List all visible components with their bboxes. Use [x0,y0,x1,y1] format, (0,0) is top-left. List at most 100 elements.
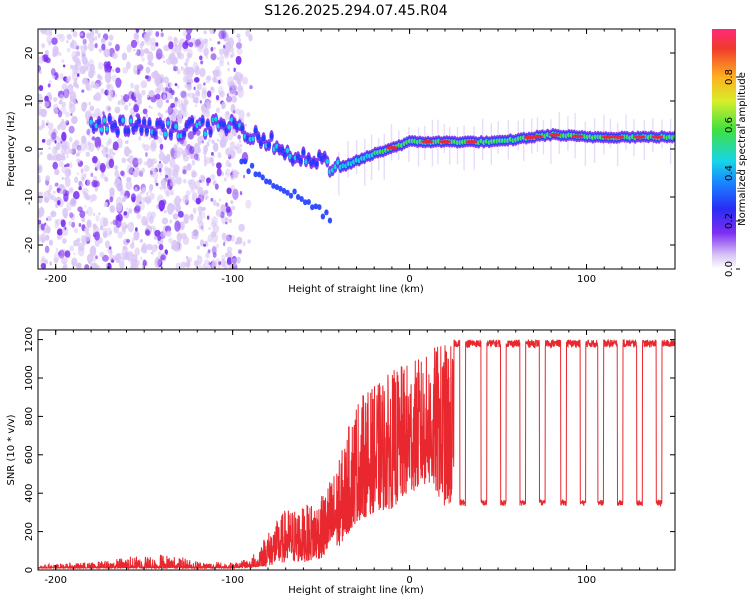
heatmap-cell [47,122,54,130]
heatmap-cell [325,158,330,165]
heatmap-cell [216,202,220,207]
heatmap-cell [65,163,70,168]
heatmap-cell [155,31,160,38]
heatmap-cell [89,119,93,125]
heatmap-cell [238,139,242,144]
heatmap-cell [38,164,43,173]
heatmap-cell [129,243,135,249]
heatmap-cell [65,119,68,124]
heatmap-cell [216,138,220,142]
heatmap-cell [56,228,63,236]
heatmap-cell [88,142,95,153]
heatmap-cell [197,194,205,203]
heatmap-cell [59,94,65,101]
heatmap-cell [117,100,121,105]
heatmap-cell [64,111,71,118]
heatmap-cell [113,165,119,171]
heatmap-cell [176,84,180,89]
heatmap-cell [126,128,131,135]
heatmap-cell [41,119,46,126]
heatmap-cell [225,172,228,175]
heatmap-cell [211,162,215,167]
heatmap-cell [170,189,174,196]
heatmap-cell [45,223,49,230]
heatmap-cell [115,128,120,135]
heatmap-cell [43,197,50,203]
heatmap-cell [134,205,141,212]
heatmap-cell [69,197,77,207]
heatmap-cell [121,117,125,123]
heatmap-cell [112,255,117,262]
heatmap-cell [220,142,226,149]
heatmap-cell [465,140,478,144]
heatmap-cell [41,138,46,143]
heatmap-cell [66,40,69,44]
heatmap-cell [203,47,209,57]
heatmap-cell [89,30,95,37]
heatmap-cell [76,158,81,164]
heatmap-cell [208,138,211,143]
x-tick-label: -100 [221,575,244,586]
heatmap-cell [149,184,154,191]
heatmap-cell [98,212,101,216]
heatmap-cell [171,56,179,65]
heatmap-cell [100,81,103,85]
heatmap-cell [158,163,162,168]
heatmap-cell [109,196,114,203]
heatmap-cell [95,214,100,222]
heatmap-cell [161,217,169,225]
heatmap-cell [61,104,64,107]
heatmap-cell [134,247,140,256]
heatmap-cell [306,198,311,205]
heatmap-cell [136,167,140,173]
heatmap-cell [177,210,184,218]
heatmap-cell [149,170,153,175]
heatmap-cell [215,209,222,217]
heatmap-cell [55,247,59,252]
heatmap-cell [63,88,70,99]
colorbar-tick-label: 0.0 [724,261,735,277]
heatmap-cell [211,260,217,269]
heatmap-cell [93,212,96,217]
heatmap-cell [92,156,98,164]
heatmap-cell [54,168,60,176]
heatmap-cell [239,144,243,147]
heatmap-cell [246,168,251,175]
heatmap-cell [97,118,102,125]
heatmap-cell [51,37,58,45]
heatmap-cell [81,184,84,187]
colorbar-tick-label: 0.2 [724,213,735,229]
heatmap-cell [81,89,85,93]
heatmap-cell [205,252,210,259]
heatmap-cell [104,240,111,249]
heatmap-cell [224,217,229,223]
heatmap-cell [44,245,50,254]
heatmap-cell [83,165,90,173]
heatmap-cell [78,186,82,191]
heatmap-cell [102,217,109,227]
heatmap-cell [191,159,196,166]
heatmap-cell [176,232,182,241]
heatmap-cell [182,30,188,37]
heatmap-cell [220,171,224,177]
heatmap-cell [73,100,77,105]
heatmap-cell [85,210,88,214]
heatmap-cell [163,118,167,123]
heatmap-cell [38,219,42,225]
heatmap-cell [238,223,246,232]
heatmap-cell [79,210,86,218]
heatmap-cell [223,266,228,269]
heatmap-cell [89,130,92,134]
heatmap-cell [158,199,166,211]
heatmap-cell [88,41,95,52]
heatmap-cell [134,69,138,74]
heatmap-cell [231,51,235,58]
heatmap-cell [197,205,204,212]
heatmap-cell [40,223,45,231]
heatmap-cell [159,173,162,176]
heatmap-cell [211,246,217,255]
y-tick-label: 1000 [24,365,35,390]
heatmap-cell [185,76,191,84]
heatmap-cell [120,189,126,195]
